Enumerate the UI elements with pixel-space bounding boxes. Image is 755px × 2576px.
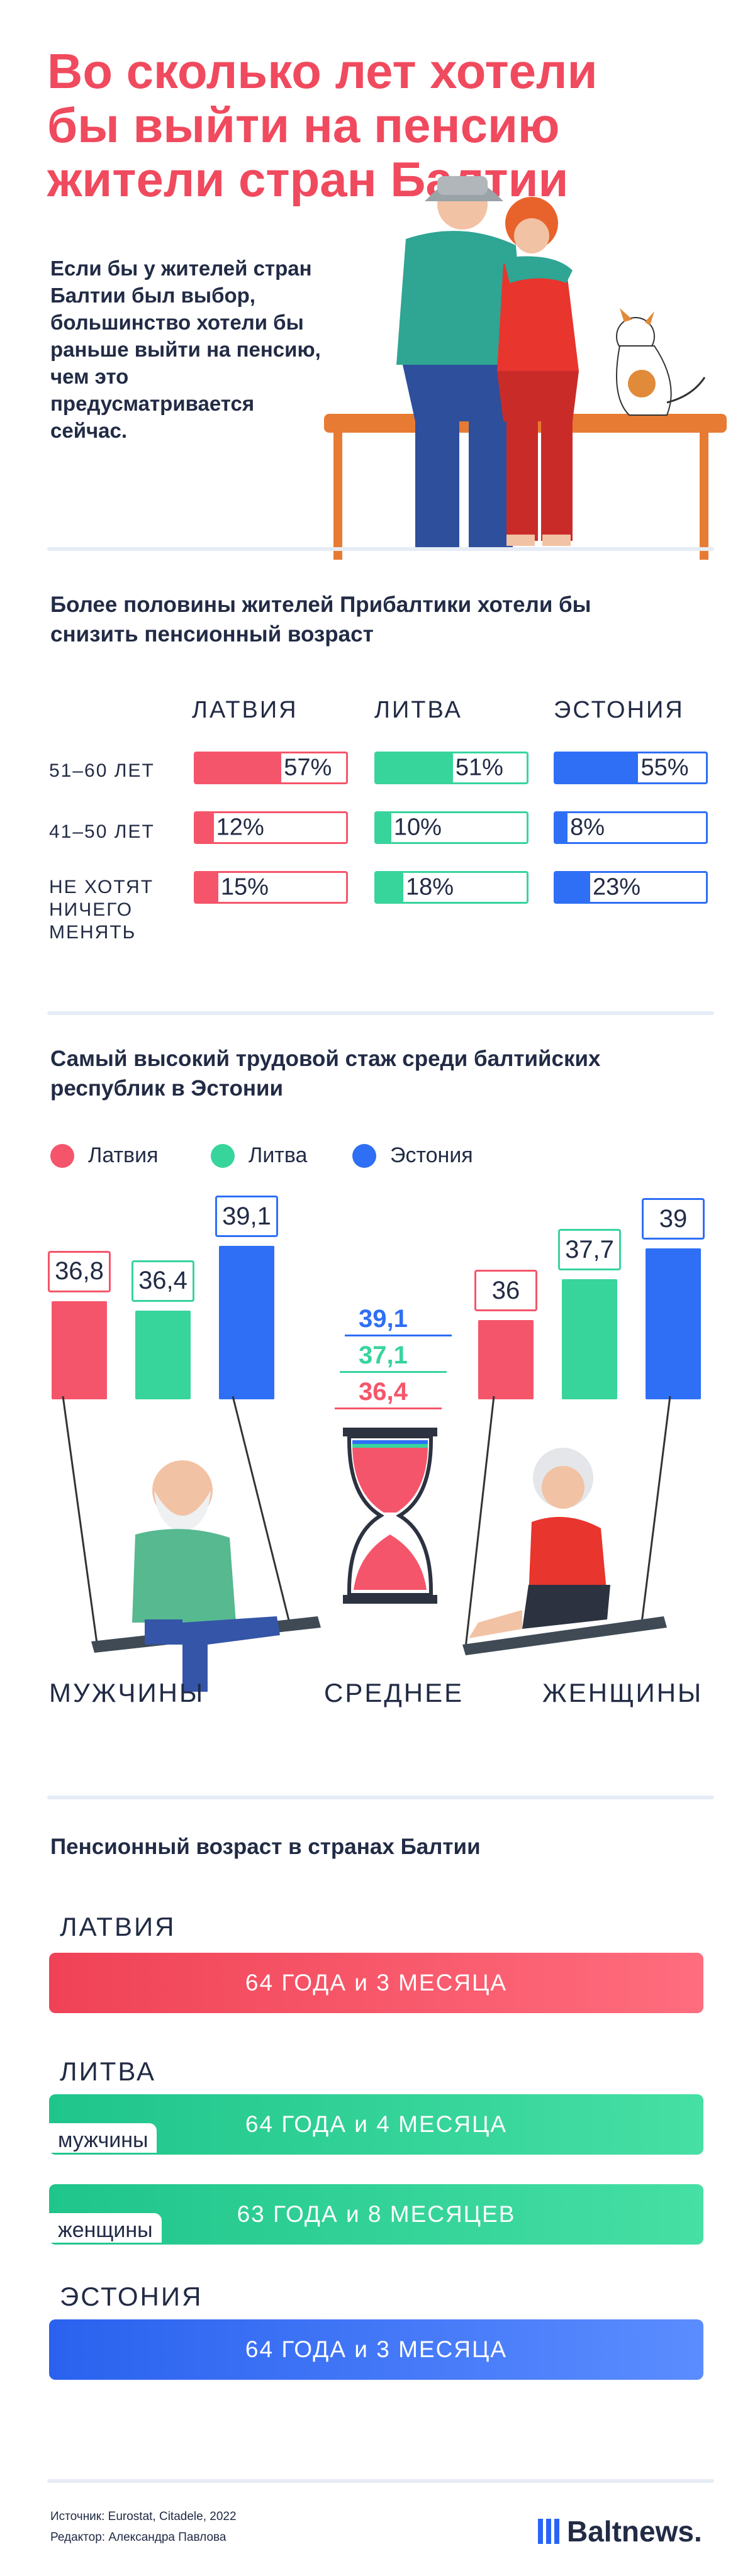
footer-sources: Источник: Eurostat, Citadele, 2022 (50, 2510, 237, 2523)
country-latvia: ЛАТВИЯ (60, 1912, 176, 1941)
section-divider (47, 1011, 714, 1015)
experience-value: 36,8 (48, 1250, 111, 1292)
experience-bar (135, 1310, 191, 1399)
experience-bar (478, 1320, 534, 1399)
legend-label-lithuania: Литва (249, 1143, 308, 1167)
col-head-latvia: ЛАТВИЯ (192, 697, 298, 723)
section1-title: Более половины жителей Прибалтики хотели… (50, 592, 591, 647)
experience-value: 39 (642, 1198, 705, 1240)
average-value: 39,1 (359, 1305, 408, 1333)
section-divider (47, 1796, 714, 1799)
percent-bar-fill (556, 753, 639, 782)
percent-bar: 8% (554, 811, 708, 844)
row-label-51-60: 51–60 ЛЕТ (49, 760, 155, 781)
percent-bar-fill (196, 813, 214, 842)
percent-bar: 55% (554, 752, 708, 784)
section2-title: Самый высокий трудовой стаж среди балтий… (50, 1046, 601, 1101)
average-connector (335, 1407, 442, 1409)
percent-bar: 18% (374, 871, 528, 904)
percent-bar-fill (556, 873, 590, 902)
percent-value: 12% (216, 814, 264, 841)
retirement-bar-latvia: 64 ГОДА и 3 МЕСЯЦА (49, 1953, 703, 2013)
legend-label-estonia: Эстония (390, 1143, 473, 1167)
group-label-average: СРЕДНЕЕ (324, 1678, 464, 1707)
sublabel-men: мужчины (49, 2123, 157, 2153)
old-man-head (152, 1460, 213, 1521)
percent-bar-fill (196, 753, 282, 782)
intro-text: Если бы у жителей стран Балтии был выбор… (50, 257, 321, 442)
percent-bar-fill (556, 813, 568, 842)
experience-bar (52, 1301, 107, 1399)
experience-value: 37,7 (558, 1229, 621, 1271)
experience-value: 36 (474, 1270, 537, 1311)
percent-value: 15% (220, 874, 269, 901)
percent-value: 18% (406, 874, 454, 901)
group-label-men: МУЖЧИНЫ (49, 1678, 205, 1707)
average-connector (340, 1371, 447, 1373)
experience-value: 39,1 (215, 1196, 278, 1238)
experience-bar (646, 1248, 701, 1399)
row-label-41-50: 41–50 ЛЕТ (49, 821, 155, 842)
row-label-no-change: НЕ ХОТЯТ НИЧЕГО МЕНЯТЬ (49, 877, 154, 943)
logo-text: Baltnews. (567, 2515, 702, 2548)
footer-editor: Редактор: Александра Павлова (50, 2531, 226, 2544)
country-lithuania: ЛИТВА (60, 2057, 157, 2086)
footer-divider (47, 2479, 714, 2483)
average-connector (345, 1335, 452, 1336)
swings-illustration (62, 1396, 671, 1692)
group-label-women: ЖЕНЩИНЫ (542, 1678, 703, 1707)
percent-bar: 57% (194, 752, 348, 784)
percent-value: 57% (284, 754, 332, 781)
legend-dot-lithuania (211, 1143, 235, 1168)
legend-dot-latvia (50, 1143, 74, 1168)
average-value: 37,1 (359, 1341, 408, 1369)
percent-bar: 12% (194, 811, 348, 844)
section3-title: Пенсионный возраст в странах Балтии (50, 1835, 481, 1859)
legend-label-latvia: Латвия (88, 1143, 159, 1167)
col-head-lithuania: ЛИТВА (374, 697, 462, 723)
experience-bar (562, 1279, 617, 1399)
sublabel-women: женщины (49, 2213, 162, 2243)
percent-bar: 23% (554, 871, 708, 904)
percent-bar-fill (376, 873, 404, 902)
percent-value: 10% (393, 814, 442, 841)
section-divider (47, 547, 714, 551)
retirement-bar-lithuania-men: 64 ГОДА и 4 МЕСЯЦА (49, 2094, 703, 2155)
experience-bar (219, 1246, 274, 1399)
logo-bars-icon (538, 2519, 559, 2544)
baltnews-logo: Baltnews. (538, 2514, 702, 2548)
couple-on-bench-illustration (324, 176, 727, 560)
percent-value: 8% (570, 814, 605, 841)
percent-bar: 51% (374, 752, 528, 784)
percent-value: 51% (455, 754, 503, 781)
legend-estonia: Эстония (352, 1143, 473, 1168)
percent-bar-fill (196, 873, 218, 902)
percent-bar-fill (376, 753, 453, 782)
percent-bar: 10% (374, 811, 528, 844)
legend-lithuania: Литва (211, 1143, 307, 1168)
legend-latvia: Латвия (50, 1143, 159, 1168)
retirement-bar-estonia: 64 ГОДА и 3 МЕСЯЦА (49, 2319, 703, 2380)
percent-value: 23% (592, 874, 641, 901)
percent-bar-fill (376, 813, 391, 842)
experience-value: 36,4 (131, 1260, 194, 1302)
percent-bar: 15% (194, 871, 348, 904)
col-head-estonia: ЭСТОНИЯ (554, 697, 685, 723)
hourglass-icon (343, 1428, 437, 1604)
average-value: 36,4 (359, 1378, 408, 1406)
legend-dot-estonia (352, 1143, 376, 1168)
country-estonia: ЭСТОНИЯ (60, 2282, 203, 2311)
percent-value: 55% (640, 754, 689, 781)
